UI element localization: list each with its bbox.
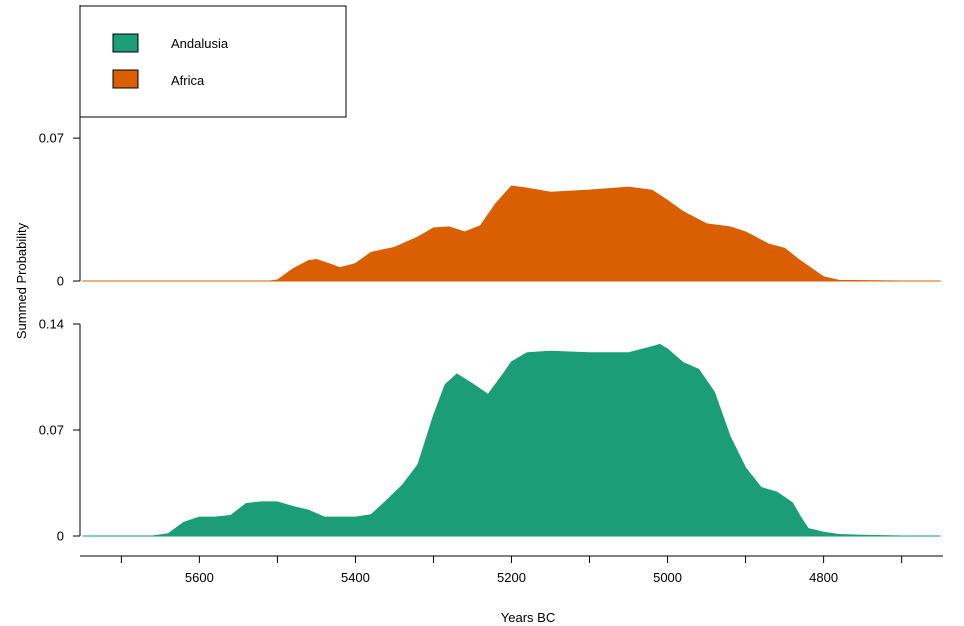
legend-label-andalusia: Andalusia xyxy=(171,36,229,51)
x-tick-label: 5400 xyxy=(341,570,370,585)
andalusia-y-tick-label: 0.14 xyxy=(39,317,64,332)
andalusia-y-tick-label: 0 xyxy=(57,529,64,544)
africa-density-area xyxy=(82,185,941,282)
legend-swatch-africa xyxy=(112,69,139,89)
africa-y-tick-label: 0.07 xyxy=(39,131,64,146)
x-tick-label: 5200 xyxy=(497,570,526,585)
x-axis-label: Years BC xyxy=(501,610,555,625)
x-axis: 5600 5400 5200 5000 4800 xyxy=(80,555,943,585)
panel-africa: 0 0.07 0.14 xyxy=(39,0,941,289)
andalusia-y-tick-label: 0.07 xyxy=(39,423,64,438)
legend-label-africa: Africa xyxy=(171,73,205,88)
legend-swatch-andalusia xyxy=(112,33,139,53)
y-axis-label: Summed Probability xyxy=(14,222,29,339)
andalusia-y-axis-ticks: 0 0.07 0.14 xyxy=(39,317,80,544)
x-tick-label: 4800 xyxy=(809,570,838,585)
africa-y-tick-label: 0.14 xyxy=(39,0,64,3)
legend-box xyxy=(79,5,347,118)
x-tick-label: 5600 xyxy=(185,570,214,585)
x-axis-ticks: 5600 5400 5200 5000 4800 xyxy=(120,556,903,585)
andalusia-density-area xyxy=(82,343,941,537)
africa-y-tick-label: 0 xyxy=(57,274,64,289)
x-tick-label: 5000 xyxy=(653,570,682,585)
legend: Andalusia Africa xyxy=(79,5,347,118)
africa-y-axis-ticks: 0 0.07 0.14 xyxy=(39,0,80,289)
panel-andalusia: 0 0.07 0.14 xyxy=(39,317,941,544)
